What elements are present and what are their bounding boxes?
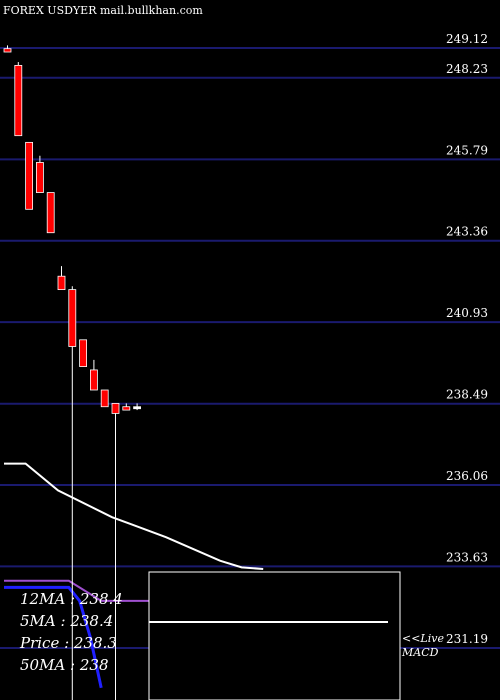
y-axis-labels: 249.12 248.23 245.79 243.36 240.93 238.49 236.… bbox=[446, 32, 488, 646]
candle-body bbox=[36, 162, 44, 193]
ma-blue-line bbox=[4, 585, 103, 689]
candle-body bbox=[14, 65, 23, 137]
ma12-readout: 12MA : 238.4 bbox=[20, 590, 123, 608]
candle-body bbox=[68, 289, 77, 347]
market-label: FOREX bbox=[3, 4, 44, 17]
macd-panel bbox=[148, 571, 401, 700]
candle-body bbox=[111, 402, 120, 414]
chart-header: FOREX USDYER mail.bullkhan.com bbox=[3, 4, 203, 17]
y-tick-label: 231.19 bbox=[446, 632, 488, 646]
candle-body bbox=[46, 192, 55, 234]
grid-lines bbox=[0, 47, 500, 649]
y-tick-label: 243.36 bbox=[446, 225, 488, 239]
ma5-readout: 5MA : 238.4 bbox=[20, 612, 113, 630]
live-label: <<Live bbox=[402, 632, 444, 645]
candle-body bbox=[57, 275, 66, 291]
candle-body bbox=[3, 48, 12, 53]
candles bbox=[3, 45, 142, 700]
ma-white-line bbox=[4, 462, 264, 571]
y-tick-label: 236.06 bbox=[446, 469, 488, 483]
y-tick-label: 233.63 bbox=[446, 550, 488, 564]
symbol-label: USDYER bbox=[47, 4, 97, 17]
candle-body bbox=[122, 406, 131, 411]
candle-body bbox=[100, 389, 109, 408]
macd-label: MACD bbox=[401, 646, 439, 659]
y-tick-label: 249.12 bbox=[446, 32, 488, 46]
y-tick-label: 248.23 bbox=[446, 62, 488, 76]
y-tick-label: 245.79 bbox=[446, 143, 488, 157]
price-readout: Price : 238.3 bbox=[19, 634, 117, 652]
y-tick-label: 238.49 bbox=[446, 388, 488, 402]
candle-body bbox=[133, 406, 142, 410]
ma50-readout: 50MA : 238 bbox=[20, 656, 109, 674]
candle-body bbox=[90, 369, 98, 391]
indicator-readout: 12MA : 238.4 5MA : 238.4 Price : 238.3 5… bbox=[19, 590, 123, 674]
site-label: mail.bullkhan.com bbox=[100, 4, 203, 17]
candle-body bbox=[25, 141, 34, 210]
candle-body bbox=[79, 339, 87, 367]
y-tick-label: 240.93 bbox=[446, 306, 488, 320]
